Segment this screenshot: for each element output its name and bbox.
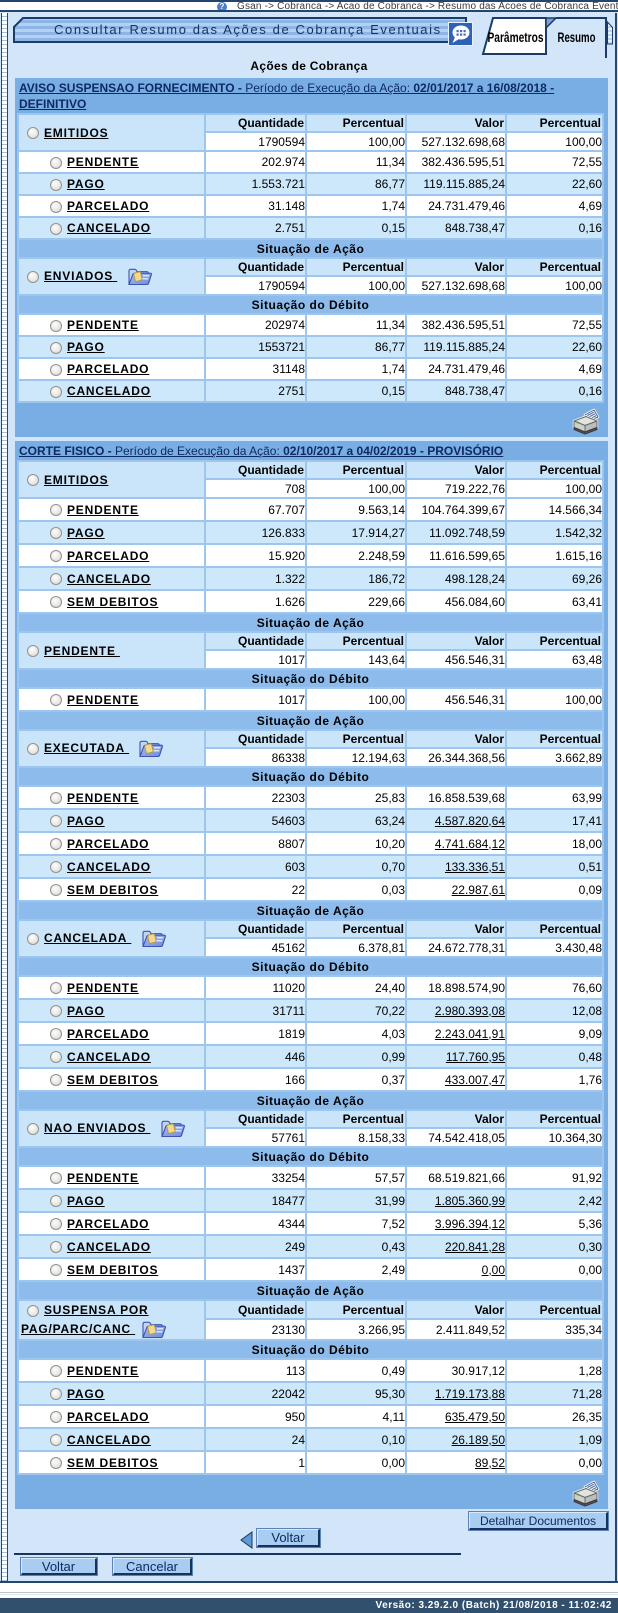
svg-text:Resumo: Resumo xyxy=(558,29,596,45)
svg-text:Parâmetros: Parâmetros xyxy=(488,29,544,45)
